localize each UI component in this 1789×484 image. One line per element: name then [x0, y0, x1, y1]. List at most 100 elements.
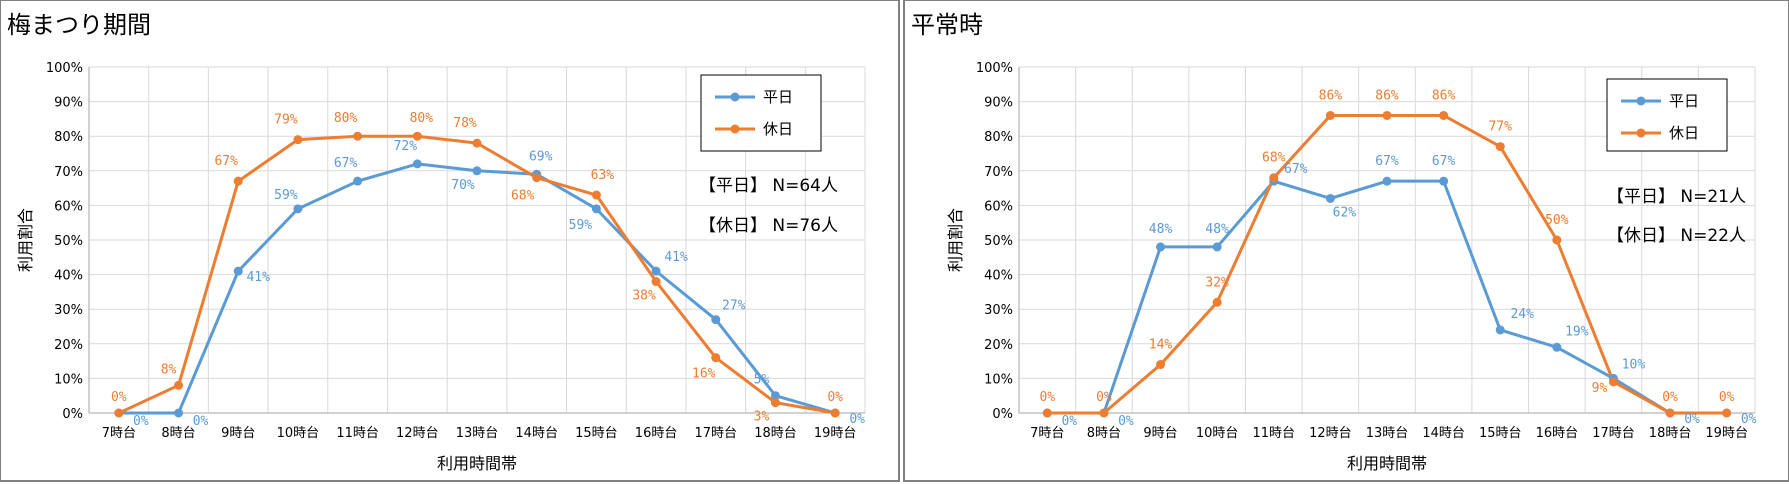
sample-size-note: 【休日】 N=22人	[1607, 226, 1746, 246]
data-point	[1722, 408, 1732, 418]
x-tick-label: 18時台	[754, 426, 797, 441]
data-point	[233, 176, 243, 186]
data-point	[1665, 408, 1675, 418]
data-label: 0%	[1684, 412, 1700, 427]
legend-box	[700, 74, 822, 152]
x-tick-label: 15時台	[575, 426, 618, 441]
x-tick-label: 17時台	[694, 426, 737, 441]
data-point	[770, 391, 780, 401]
x-tick-label: 14時台	[515, 426, 558, 441]
y-tick-label: 70%	[54, 165, 83, 180]
y-tick-label: 30%	[984, 303, 1013, 318]
data-label: 16%	[692, 367, 716, 382]
data-label: 9%	[1592, 381, 1608, 396]
data-point	[1382, 176, 1392, 186]
x-tick-label: 7時台	[1030, 426, 1064, 441]
sample-size-note: 【平日】 N=21人	[1607, 187, 1746, 207]
x-tick-label: 7時台	[102, 426, 136, 441]
line-chart-normal: 0% 10% 20% 30% 40% 50% 60% 70% 80% 90% 100% 7時台 8時台 9…	[946, 61, 1757, 473]
series-line-weekday	[118, 162, 836, 415]
x-tick-label: 8時台	[161, 426, 195, 441]
data-label: 48%	[1205, 222, 1229, 237]
data-point	[711, 315, 721, 325]
data-point	[532, 173, 542, 183]
data-point	[1608, 377, 1618, 387]
data-label: 41%	[246, 270, 270, 285]
x-tick-label: 13時台	[456, 426, 499, 441]
legend-label: 平日	[763, 88, 793, 106]
data-label: 67%	[334, 156, 358, 171]
legend-marker	[730, 124, 740, 134]
data-point	[174, 380, 184, 390]
y-tick-label: 60%	[54, 199, 83, 214]
y-tick-label: 30%	[54, 303, 83, 318]
data-point	[1325, 193, 1335, 203]
y-tick-label: 100%	[46, 61, 83, 76]
data-label: 77%	[1488, 120, 1512, 135]
data-point	[711, 353, 721, 363]
data-label: 24%	[1510, 307, 1534, 322]
data-label: 78%	[453, 116, 477, 131]
x-axis-title: 利用時間帯	[437, 454, 517, 473]
data-point	[1552, 235, 1562, 245]
data-point	[1099, 408, 1109, 418]
data-point	[1042, 408, 1052, 418]
data-point	[114, 408, 124, 418]
data-point	[1212, 297, 1222, 307]
data-point	[472, 138, 482, 148]
x-tick-label: 18時台	[1649, 426, 1692, 441]
y-tick-label: 0%	[62, 407, 83, 422]
data-label: 63%	[591, 168, 615, 183]
y-tick-label: 60%	[984, 199, 1013, 214]
data-label: 3%	[754, 410, 770, 425]
data-label: 86%	[1375, 88, 1399, 103]
y-tick-label: 100%	[976, 61, 1013, 76]
data-label: 0%	[111, 390, 127, 405]
data-point	[1156, 360, 1166, 370]
y-tick-label: 40%	[54, 269, 83, 284]
data-label: 0%	[1039, 390, 1055, 405]
x-tick-label: 12時台	[396, 426, 439, 441]
data-point	[651, 277, 661, 287]
x-tick-label: 16時台	[1536, 426, 1579, 441]
data-point	[1382, 110, 1392, 120]
data-label: 0%	[1061, 414, 1077, 429]
data-label: 48%	[1149, 222, 1173, 237]
data-label: 68%	[511, 189, 535, 204]
legend-label: 休日	[1669, 124, 1699, 142]
data-label: 38%	[632, 289, 656, 304]
data-point	[412, 131, 422, 141]
data-label: 67%	[1432, 154, 1456, 169]
data-label: 19%	[1565, 324, 1589, 339]
y-tick-label: 90%	[54, 96, 83, 111]
chart-title: 梅まつり期間	[7, 11, 151, 39]
data-point	[770, 398, 780, 408]
y-tick-label: 80%	[54, 130, 83, 145]
x-tick-label: 9時台	[221, 426, 255, 441]
data-label: 67%	[1284, 162, 1308, 177]
x-tick-label: 11時台	[1252, 426, 1295, 441]
x-tick-label: 14時台	[1422, 426, 1465, 441]
data-point	[1495, 325, 1505, 335]
data-point	[1439, 110, 1449, 120]
x-tick-label: 12時台	[1309, 426, 1352, 441]
sample-size-note: 【平日】 N=64人	[699, 176, 838, 196]
x-tick-label: 8時台	[1087, 426, 1121, 441]
chart-title: 平常時	[911, 11, 983, 39]
data-label: 59%	[569, 218, 593, 233]
data-point	[1325, 110, 1335, 120]
data-label: 0%	[1719, 390, 1735, 405]
data-label: 80%	[334, 111, 358, 126]
data-point	[293, 135, 303, 145]
data-label: 32%	[1205, 275, 1229, 290]
data-label: 86%	[1319, 88, 1343, 103]
y-tick-label: 10%	[984, 372, 1013, 387]
data-label: 0%	[1662, 390, 1678, 405]
data-label: 70%	[451, 178, 475, 193]
x-tick-label: 19時台	[814, 426, 857, 441]
data-label: 0%	[133, 414, 149, 429]
data-label: 67%	[214, 154, 238, 169]
data-point	[830, 408, 840, 418]
x-tick-label: 16時台	[635, 426, 678, 441]
data-point	[591, 204, 601, 214]
